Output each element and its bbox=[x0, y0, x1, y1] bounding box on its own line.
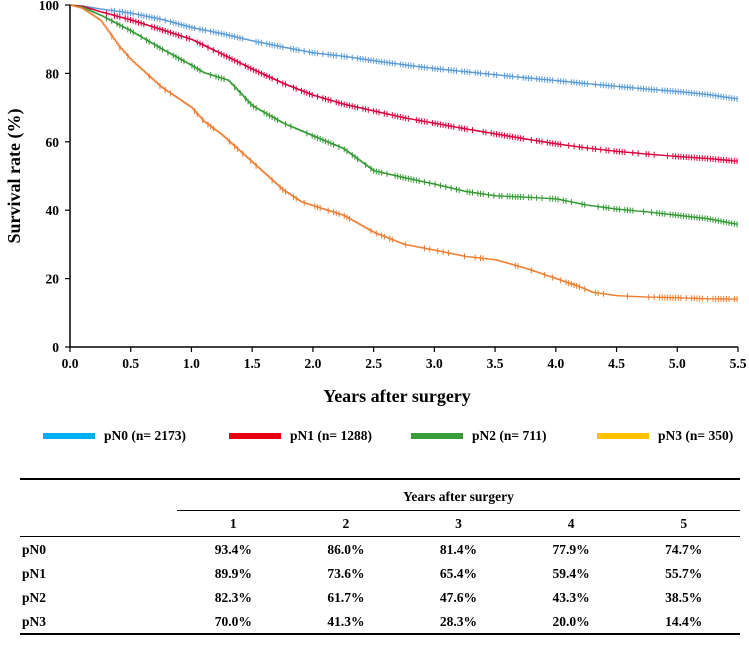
x-tick-label: 2.0 bbox=[304, 356, 321, 371]
table-cell: 73.6% bbox=[327, 566, 365, 581]
table-row: pN3 70.0% 41.3% 28.3% 20.0% 14.4% bbox=[20, 609, 740, 635]
table-span-header-row: Years after surgery bbox=[20, 478, 740, 511]
survival-chart: 0.0 0.5 1.0 1.5 2.0 2.5 3.0 3.5 4.0 4.5 5.0 5.5 0 20 4… bbox=[4, 0, 747, 406]
table-cell: 86.0% bbox=[327, 542, 365, 557]
x-tick-label: 5.5 bbox=[730, 356, 747, 371]
x-tick-label: 5.0 bbox=[669, 356, 686, 371]
x-tick-label: 1.0 bbox=[183, 356, 200, 371]
series-0 bbox=[70, 4, 739, 102]
table-cell: 20.0% bbox=[514, 609, 628, 635]
y-tick-label: 80 bbox=[46, 66, 60, 81]
table-cell: 61.7% bbox=[327, 590, 365, 605]
table-cell: 59.4% bbox=[552, 566, 590, 581]
x-tick-label: 0.0 bbox=[62, 356, 79, 371]
series-line bbox=[70, 4, 739, 300]
y-tick-label: 100 bbox=[39, 0, 60, 13]
x-tick-label: 4.5 bbox=[608, 356, 625, 371]
y-axis-title: Survival rate (%) bbox=[4, 109, 25, 244]
survival-table-wrap: Years after surgery 1 2 3 4 5 pN0 93.4% … bbox=[20, 478, 740, 635]
y-tick-label: 20 bbox=[46, 272, 60, 287]
y-tick-label: 0 bbox=[52, 340, 59, 355]
table-cell: 41.3% bbox=[289, 609, 403, 635]
legend-item-pn0: pN0 (n= 2173) bbox=[43, 428, 186, 444]
table-cell: 82.3% bbox=[214, 590, 252, 605]
table-row: pN2 82.3% 61.7% 47.6% 43.3% 38.5% bbox=[20, 585, 740, 609]
table-cell: 38.5% bbox=[665, 590, 703, 605]
table-cell: 28.3% bbox=[402, 609, 515, 635]
survival-table: Years after surgery 1 2 3 4 5 pN0 93.4% … bbox=[20, 478, 740, 635]
table-corner-cell-2 bbox=[20, 510, 177, 537]
x-tick-label: 3.5 bbox=[487, 356, 504, 371]
year-header-1: 1 bbox=[177, 510, 290, 537]
x-axis-title: Years after surgery bbox=[323, 386, 471, 406]
table-span-header: Years after surgery bbox=[177, 478, 740, 511]
row-label: pN3 bbox=[20, 609, 177, 635]
legend-label-pn2: pN2 (n= 711) bbox=[472, 428, 547, 443]
x-tick-label: 4.0 bbox=[547, 356, 564, 371]
series-line bbox=[70, 4, 739, 162]
table-year-header-row: 1 2 3 4 5 bbox=[20, 510, 740, 537]
series-3 bbox=[70, 4, 739, 303]
table-cell: 43.3% bbox=[552, 590, 590, 605]
legend-swatch-pn0 bbox=[43, 433, 95, 439]
year-header-3: 3 bbox=[402, 510, 515, 537]
chart-legend: pN0 (n= 2173) pN1 (n= 1288) pN2 (n= 711)… bbox=[0, 428, 749, 450]
row-label: pN2 bbox=[22, 590, 47, 605]
table-cell: 14.4% bbox=[627, 609, 740, 635]
x-tick-label: 2.5 bbox=[365, 356, 382, 371]
series-2 bbox=[70, 4, 739, 228]
table-cell: 55.7% bbox=[665, 566, 703, 581]
x-tick-label: 1.5 bbox=[244, 356, 261, 371]
table-row: pN0 93.4% 86.0% 81.4% 77.9% 74.7% bbox=[20, 537, 740, 562]
x-tick-label: 3.0 bbox=[426, 356, 443, 371]
table-cell: 70.0% bbox=[177, 609, 290, 635]
legend-swatch-pn1 bbox=[229, 433, 281, 439]
year-header-4: 4 bbox=[514, 510, 628, 537]
year-header-5: 5 bbox=[627, 510, 740, 537]
legend-label-pn0: pN0 (n= 2173) bbox=[104, 428, 186, 443]
table-corner-cell bbox=[20, 478, 177, 511]
legend-swatch-pn3 bbox=[597, 433, 649, 439]
legend-label-pn1: pN1 (n= 1288) bbox=[290, 428, 372, 443]
table-cell: 47.6% bbox=[439, 590, 478, 605]
y-tick-label: 60 bbox=[46, 135, 60, 150]
year-header-2: 2 bbox=[289, 510, 403, 537]
series-layer bbox=[70, 4, 739, 303]
legend-swatch-pn2 bbox=[411, 433, 463, 439]
series-1 bbox=[70, 4, 739, 165]
table-cell: 89.9% bbox=[214, 566, 252, 581]
table-row: pN1 89.9% 73.6% 65.4% 59.4% 55.7% bbox=[20, 561, 740, 585]
table-cell: 81.4% bbox=[439, 542, 478, 557]
row-label: pN0 bbox=[22, 542, 47, 557]
y-tick-label: 40 bbox=[46, 203, 60, 218]
legend-item-pn2: pN2 (n= 711) bbox=[411, 428, 546, 444]
legend-item-pn3: pN3 (n= 350) bbox=[597, 428, 733, 444]
table-cell: 74.7% bbox=[665, 542, 703, 557]
row-label: pN1 bbox=[22, 566, 47, 581]
x-tick-label: 0.5 bbox=[122, 356, 139, 371]
legend-item-pn1: pN1 (n= 1288) bbox=[229, 428, 372, 444]
table-cell: 77.9% bbox=[552, 542, 590, 557]
table-cell: 65.4% bbox=[439, 566, 478, 581]
ticks-layer: 0.0 0.5 1.0 1.5 2.0 2.5 3.0 3.5 4.0 4.5 5.0 5.5 0 20 4… bbox=[39, 0, 747, 371]
series-line bbox=[70, 4, 739, 225]
table-cell: 93.4% bbox=[214, 542, 252, 557]
legend-label-pn3: pN3 (n= 350) bbox=[658, 428, 734, 443]
